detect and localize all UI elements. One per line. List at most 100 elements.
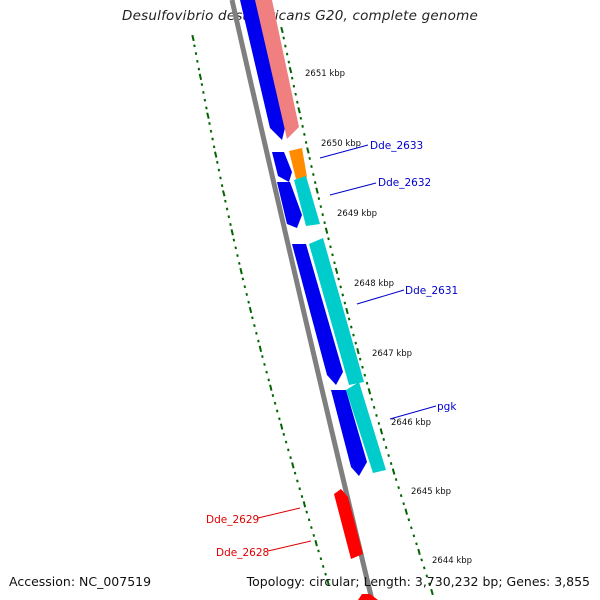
inner-track-minor-tick (329, 245, 332, 249)
inner-track-minor-tick (304, 140, 308, 144)
leader-dde-2632 (329, 182, 377, 196)
outer-track-minor-tick (217, 168, 221, 172)
kbp-label-2650: 2650 kbp (321, 139, 361, 149)
inner-track-minor-tick (399, 494, 403, 498)
inner-track-minor-tick (412, 534, 416, 538)
kbp-label-2649: 2649 kbp (337, 209, 377, 219)
inner-track-minor-tick (377, 421, 381, 425)
outer-track-minor-tick (293, 471, 297, 475)
gene-block-blue-1 (240, 0, 287, 140)
inner-track-major-tick (306, 147, 310, 154)
inner-track-minor-tick (301, 124, 304, 128)
inner-track-minor-tick (321, 213, 324, 217)
kbp-label-2644: 2644 kbp (432, 556, 472, 566)
inner-track-minor-tick (387, 454, 390, 457)
inner-track-minor-tick (310, 165, 313, 168)
inner-track-minor-tick (407, 518, 411, 522)
inner-track-minor-tick (370, 397, 374, 401)
inner-track-minor-tick (350, 325, 353, 329)
gene-block-blue-2 (272, 152, 292, 182)
outer-track-minor-tick (317, 549, 320, 553)
outer-track-minor-tick (232, 238, 236, 242)
outer-track-major-tick (269, 384, 273, 391)
outer-track-minor-tick (300, 495, 304, 498)
gene-block-orange (289, 148, 307, 179)
outer-track-minor-tick (194, 52, 198, 56)
outer-track-minor-tick (273, 401, 277, 405)
inner-track-major-tick (334, 267, 339, 275)
inner-track-minor-tick (290, 76, 294, 80)
kbp-label-2646: 2646 kbp (391, 418, 431, 428)
leader-pgk (389, 405, 437, 420)
inner-track-minor-tick (285, 52, 289, 56)
outer-track-minor-tick (265, 370, 268, 374)
outer-track-minor-tick (227, 215, 231, 219)
inner-track-minor-tick (397, 486, 400, 490)
outer-track-minor-tick (319, 557, 323, 561)
outer-track-minor-tick (310, 526, 313, 530)
kbp-label-2648: 2648 kbp (354, 279, 394, 289)
outer-track-major-tick (248, 306, 253, 314)
genome-title: Desulfovibrio desulfuricans G20, complet… (122, 8, 478, 24)
inner-track-minor-tick (394, 478, 398, 482)
outer-track-minor-tick (296, 479, 299, 483)
outer-track-minor-tick (298, 487, 301, 491)
gene-label-dde-2631: Dde_2631 (405, 285, 458, 297)
inner-track-minor-tick (372, 405, 376, 409)
inner-track-minor-tick (284, 44, 287, 48)
kbp-labels: 2651 kbp 2650 kbp 2649 kbp 2648 kbp 2647… (305, 69, 472, 566)
reverse-strand-features (255, 0, 386, 600)
inner-track-major-tick (417, 548, 421, 556)
outer-track-minor-tick (324, 572, 327, 576)
gene-label-dde-2629: Dde_2629 (206, 514, 259, 526)
gene-block-blue-5 (331, 390, 367, 476)
inner-track-minor-tick (341, 293, 345, 297)
inner-track-minor-tick (308, 156, 311, 160)
inner-track-minor-tick (337, 277, 340, 281)
inner-tick-track (280, 26, 434, 596)
outer-track-minor-tick (193, 44, 196, 48)
accession-label: Accession: NC_007519 (9, 574, 152, 589)
outer-track-minor-tick (234, 246, 237, 250)
outer-track-minor-tick (219, 176, 222, 180)
leader-dde-2628 (267, 540, 312, 552)
inner-track-minor-tick (363, 373, 367, 377)
outer-track-minor-tick (243, 285, 247, 289)
outer-track-major-tick (326, 578, 330, 586)
inner-track-minor-tick (294, 92, 297, 96)
inner-track-minor-tick (422, 566, 426, 570)
inner-track-minor-tick (292, 84, 296, 88)
inner-track-minor-tick (347, 317, 351, 321)
inner-track-minor-tick (354, 341, 358, 345)
outer-track-minor-tick (224, 199, 227, 203)
inner-track-minor-tick (402, 502, 405, 506)
outer-track-minor-tick (251, 316, 254, 320)
gene-block-cyan-1 (294, 176, 320, 226)
outer-track-minor-tick (236, 254, 239, 258)
inner-track-major-tick (379, 428, 384, 435)
gene-label-dde-2632: Dde_2632 (378, 177, 431, 189)
outer-track-minor-tick (212, 145, 216, 149)
outer-track-minor-tick (284, 440, 288, 444)
outer-track-minor-tick (275, 409, 279, 413)
inner-track-minor-tick (323, 221, 326, 225)
gene-block-blue-4 (292, 244, 343, 385)
outer-track-major-tick (198, 73, 203, 81)
outer-track-major-tick (302, 501, 307, 508)
outer-track-minor-tick (208, 122, 211, 125)
gene-block-blue-3 (277, 182, 302, 228)
outer-track-major-tick (191, 34, 195, 42)
inner-track-minor-tick (296, 100, 299, 104)
outer-track-minor-tick (225, 207, 229, 211)
forward-strand-features (240, 0, 367, 476)
genome-stats-label: Topology: circular; Length: 3,730,232 bp… (246, 574, 590, 589)
inner-track-major-tick (280, 26, 284, 34)
outer-track-major-tick (279, 423, 284, 430)
outer-track-minor-tick (261, 355, 264, 359)
outer-track-minor-tick (197, 67, 201, 71)
outer-track-minor-tick (200, 83, 204, 87)
outer-track-major-tick (314, 539, 318, 547)
outer-track-minor-tick (238, 261, 241, 265)
inner-track-minor-tick (282, 36, 285, 40)
